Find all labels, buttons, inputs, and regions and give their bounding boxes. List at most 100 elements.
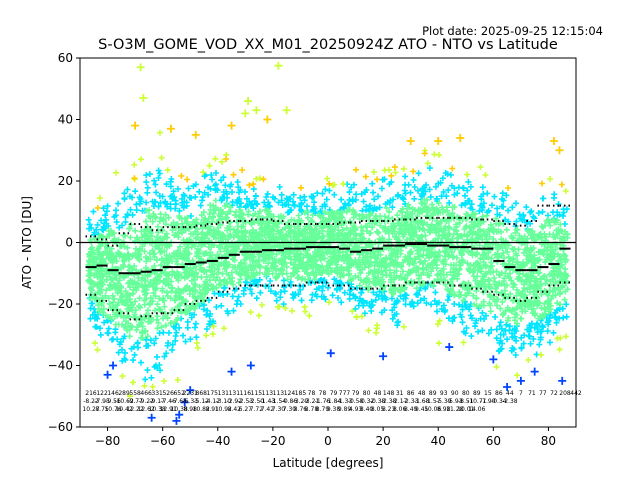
- bin-stat-label: 10.06: [424, 406, 441, 413]
- bin-stat-label: 12.91: [160, 406, 177, 413]
- bin-stat-label: 8.98: [437, 406, 451, 413]
- bin-stat-label: -8.51: [458, 398, 474, 405]
- outlier-layer: [103, 61, 567, 425]
- bin-stat-label: -1.43: [260, 398, 276, 405]
- x-tick-label: −20: [260, 434, 285, 448]
- outlier-point: [489, 355, 498, 364]
- bin-stat-label: 93: [440, 390, 448, 397]
- bin-stat-label: 10.01: [457, 406, 474, 413]
- bin-stat-label: 9.45: [415, 406, 429, 413]
- bin-stat-label: -0.38: [370, 398, 386, 405]
- outlier-point: [434, 137, 443, 146]
- bin-stat-label: 113: [262, 390, 274, 397]
- bin-stat-label: 72: [550, 390, 558, 397]
- bin-statistics-lines: [85, 204, 571, 321]
- bin-stat-label: -9.77: [127, 398, 143, 405]
- bin-stat-label: 12.62: [138, 406, 155, 413]
- y-axis: −60 −40 −20 0 20 40 60: [48, 51, 80, 434]
- bin-stat-label: 8.75: [95, 406, 109, 413]
- bin-stat-label: 11.28: [446, 406, 463, 413]
- bin-stat-label: 9.89: [338, 406, 352, 413]
- bin-stat-label: 86: [407, 390, 415, 397]
- bin-stat-label: 48: [374, 390, 382, 397]
- bin-stat-label: -2.53: [238, 398, 254, 405]
- outlier-point: [379, 352, 388, 361]
- scatter-points-dense: [85, 196, 571, 341]
- outlier-point: [136, 63, 145, 72]
- scatter-points-outer: [91, 129, 569, 400]
- bin-stat-label: 71: [528, 390, 536, 397]
- bin-stat-label: 7: [519, 390, 523, 397]
- bin-stat-label: 31: [396, 390, 404, 397]
- outlier-point: [131, 121, 140, 130]
- bin-stat-label: 79: [330, 390, 338, 397]
- bin-stat-label: -3.29: [293, 398, 309, 405]
- y-tick-label: −40: [48, 359, 73, 373]
- bin-stat-label: 9.38: [327, 406, 341, 413]
- bin-stat-label: 86: [495, 390, 503, 397]
- bin-stat-label: 131: [229, 390, 241, 397]
- bin-stat-label: 289: [118, 390, 130, 397]
- bin-stat-label: -9.56: [105, 398, 121, 405]
- bin-stat-label: 7.30: [283, 406, 297, 413]
- bin-stat-label: 48: [418, 390, 426, 397]
- y-tick-label: −20: [48, 297, 73, 311]
- bin-stat-label: -7.95: [94, 398, 110, 405]
- bin-stat-label: 8.76: [294, 406, 308, 413]
- chart-title: S-O3M_GOME_VOD_XX_M01_20250924Z ATO - NT…: [98, 37, 558, 53]
- bin-stat-label: 652: [173, 390, 185, 397]
- bin-stat-label: 185: [295, 390, 307, 397]
- bin-stat-label: 8.79: [316, 406, 330, 413]
- bin-stat-label: -5.12: [193, 398, 209, 405]
- y-tick-label: 40: [58, 113, 73, 127]
- bin-stat-label: 2231: [183, 390, 198, 397]
- outlier-point: [147, 413, 156, 422]
- bin-stat-label: -1.68: [414, 398, 430, 405]
- outlier-point: [241, 109, 250, 118]
- outlier-point: [191, 130, 200, 139]
- bin-stat-label: -1.33: [337, 398, 353, 405]
- bin-stat-label: 8.91: [206, 406, 220, 413]
- bin-stat-label: -2.92: [227, 398, 243, 405]
- outlier-point: [555, 146, 564, 155]
- outlier-point: [180, 398, 189, 407]
- bin-stat-label: 146: [107, 390, 119, 397]
- x-tick-label: 0: [324, 434, 332, 448]
- bin-stat-label: -2.17: [392, 398, 408, 405]
- bin-stat-label: -0.34: [491, 398, 507, 405]
- bin-stat-label: -5.93: [447, 398, 463, 405]
- bin-stat-label: 8.42: [228, 406, 242, 413]
- bin-stat-label: 7.30: [272, 406, 286, 413]
- outlier-point: [109, 361, 118, 370]
- bin-stat-label: 8.49: [404, 406, 418, 413]
- bin-stat-label: 8.06: [393, 406, 407, 413]
- bin-stat-label: 8.78: [305, 406, 319, 413]
- bin-stat-label: 14.06: [468, 406, 485, 413]
- bin-stat-label: 113: [273, 390, 285, 397]
- bin-stat-label: 44: [506, 390, 514, 397]
- bin-stat-label: -6.33: [182, 398, 198, 405]
- bin-stat-label: -0.58: [348, 398, 364, 405]
- outlier-point: [549, 137, 558, 146]
- bin-stat-label: 216: [85, 390, 97, 397]
- outlier-point: [246, 361, 255, 370]
- x-tick-label: 40: [431, 434, 446, 448]
- bin-stat-label: 148: [383, 390, 395, 397]
- x-axis: −80 −60 −40 −20 0 20 40 60 80: [95, 427, 556, 448]
- bin-stat-label: 8.98: [184, 406, 198, 413]
- scatter-points-mid: [85, 165, 570, 383]
- y-tick-label: 0: [65, 236, 73, 250]
- bin-stat-label: 116: [240, 390, 252, 397]
- bin-stat-label: -1.54: [271, 398, 287, 405]
- bin-stat-label: -9.22: [138, 398, 154, 405]
- x-axis-label: Latitude [degrees]: [273, 456, 384, 470]
- bin-stat-label: 12.22: [127, 406, 144, 413]
- bin-stat-label: 8.40: [360, 406, 374, 413]
- bin-stat-label: 466: [140, 390, 152, 397]
- bin-stat-label: 115: [251, 390, 263, 397]
- bin-stat-label: -0.32: [359, 398, 375, 405]
- outlier-point: [516, 376, 525, 385]
- bin-stat-label: 122: [96, 390, 108, 397]
- outlier-point: [103, 370, 112, 379]
